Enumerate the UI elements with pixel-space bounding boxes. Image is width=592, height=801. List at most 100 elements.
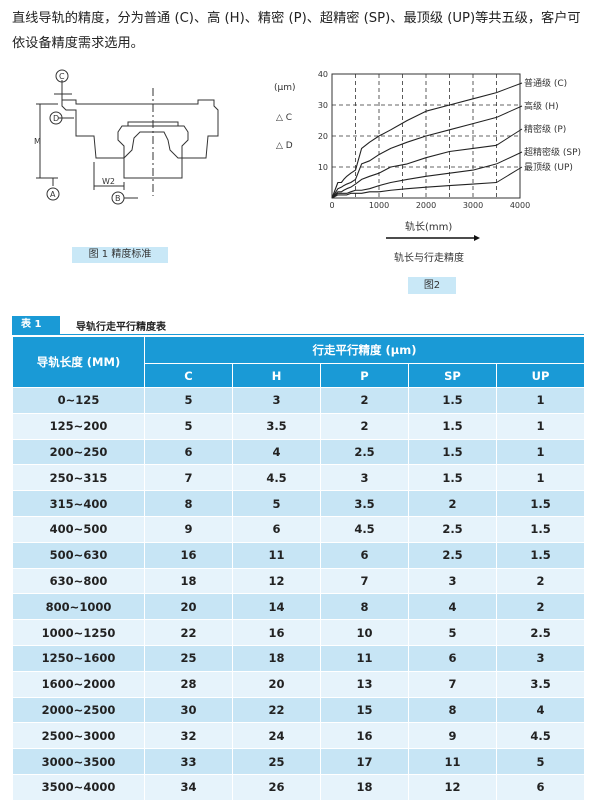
length-cell: 1250~1600 xyxy=(12,644,145,672)
precision-cell: 22 xyxy=(232,696,321,724)
series-line xyxy=(331,92,497,199)
precision-cell: 5 xyxy=(144,387,233,414)
precision-cell: 3.5 xyxy=(495,670,586,698)
precision-cell: 10 xyxy=(320,619,409,646)
precision-cell: 7 xyxy=(408,670,497,698)
precision-cell: 1 xyxy=(495,438,586,466)
header-grade-sp: SP xyxy=(408,363,497,388)
header-grade-up: UP xyxy=(495,363,586,388)
precision-cell: 6 xyxy=(320,541,409,569)
precision-cell: 14 xyxy=(232,593,321,621)
length-cell: 0~125 xyxy=(12,387,145,414)
label-d: D xyxy=(53,114,59,123)
precision-chart: 0 1000 2000 3000 4000 10 20 30 40 普通级 (C) 高级 (H) 精… xyxy=(274,70,581,241)
precision-cell: 2 xyxy=(495,593,586,621)
length-cell: 630~800 xyxy=(12,567,145,595)
precision-cell: 1.5 xyxy=(408,464,497,492)
x-tick-label: 1000 xyxy=(369,201,389,210)
precision-cell: 18 xyxy=(320,773,409,801)
intro-paragraph: 直线导轨的精度，分为普通 (C)、高 (H)、精密 (P)、超精密 (SP)、最… xyxy=(12,11,581,51)
precision-cell: 8 xyxy=(144,490,233,517)
y-tick-label: 30 xyxy=(318,101,328,110)
precision-cell: 5 xyxy=(495,748,586,775)
length-cell: 2500~3000 xyxy=(12,722,145,750)
precision-cell: 1.5 xyxy=(495,541,586,569)
precision-cell: 11 xyxy=(232,541,321,569)
table-row: 125~200 5 3.5 2 1.5 1 xyxy=(12,412,586,440)
table-badge: 表 1 xyxy=(12,316,60,334)
precision-cell: 6 xyxy=(232,515,321,543)
precision-cell: 11 xyxy=(408,748,497,775)
x-tick-label: 0 xyxy=(329,201,334,210)
precision-cell: 5 xyxy=(144,412,233,440)
legend-label: 普通级 (C) xyxy=(524,77,567,89)
precision-cell: 33 xyxy=(144,748,233,775)
table-row: 630~800 18 12 7 3 2 xyxy=(12,567,586,595)
length-cell: 400~500 xyxy=(12,515,145,543)
precision-cell: 8 xyxy=(320,593,409,621)
precision-cell: 16 xyxy=(144,541,233,569)
header-grade-c: C xyxy=(144,363,233,388)
header-grade-p: P xyxy=(320,363,409,388)
precision-cell: 2.5 xyxy=(495,619,586,646)
x-tick-label: 2000 xyxy=(416,201,436,210)
series-line xyxy=(331,163,497,199)
series-leader xyxy=(496,151,523,165)
label-w2: W2 xyxy=(102,177,115,186)
series-line xyxy=(331,144,497,199)
table-row: 1000~1250 22 16 10 5 2.5 xyxy=(12,619,586,646)
header-grade-h: H xyxy=(232,363,321,388)
legend-label: 高级 (H) xyxy=(524,100,559,112)
precision-cell: 1.5 xyxy=(495,515,586,543)
table-name: 导轨行走平行精度表 xyxy=(76,321,166,333)
precision-cell: 18 xyxy=(144,567,233,595)
precision-cell: 2 xyxy=(495,567,586,595)
precision-cell: 18 xyxy=(232,644,321,672)
precision-cell: 3.5 xyxy=(232,412,321,440)
precision-cell: 1 xyxy=(495,412,586,440)
series-leader xyxy=(496,105,523,118)
table-row: 250~315 7 4.5 3 1.5 1 xyxy=(12,464,586,492)
series-line xyxy=(331,181,497,199)
label-c: C xyxy=(59,72,65,81)
table-row: 1600~2000 28 20 13 7 3.5 xyxy=(12,670,586,698)
precision-cell: 6 xyxy=(495,773,586,801)
precision-cell: 4.5 xyxy=(232,464,321,492)
precision-cell: 34 xyxy=(144,773,233,801)
legend-label: 精密级 (P) xyxy=(524,123,566,135)
precision-cell: 30 xyxy=(144,696,233,724)
precision-cell: 3 xyxy=(408,567,497,595)
table-row: 2000~2500 30 22 15 8 4 xyxy=(12,696,586,724)
precision-cell: 1.5 xyxy=(408,412,497,440)
chart-title: 轨长与行走精度 xyxy=(394,253,464,264)
length-cell: 315~400 xyxy=(12,490,145,517)
figure1-caption: 图 1 精度标准 xyxy=(72,247,168,263)
table-row: 2500~3000 32 24 16 9 4.5 xyxy=(12,722,586,750)
table-row: 3000~3500 33 25 17 11 5 xyxy=(12,748,586,775)
y-tick-label: 40 xyxy=(318,70,328,79)
precision-cell: 2.5 xyxy=(320,438,409,466)
precision-cell: 6 xyxy=(144,438,233,466)
x-axis-label: 轨长(mm) xyxy=(405,222,453,233)
precision-cell: 25 xyxy=(232,748,321,775)
precision-cell: 4.5 xyxy=(320,515,409,543)
precision-cell: 3 xyxy=(232,387,321,414)
precision-cell: 20 xyxy=(144,593,233,621)
precision-cell: 1.5 xyxy=(495,490,586,517)
precision-cell: 25 xyxy=(144,644,233,672)
delta-c-label: △ C xyxy=(276,113,292,123)
length-cell: 1000~1250 xyxy=(12,619,145,646)
length-cell: 3000~3500 xyxy=(12,748,145,775)
series-leader xyxy=(496,82,523,94)
precision-cell: 12 xyxy=(408,773,497,801)
x-tick-label: 3000 xyxy=(463,201,483,210)
length-cell: 1600~2000 xyxy=(12,670,145,698)
precision-cell: 4 xyxy=(232,438,321,466)
precision-cell: 4 xyxy=(408,593,497,621)
legend-label: 最顶级 (UP) xyxy=(524,161,573,173)
precision-cell: 1.5 xyxy=(408,438,497,466)
precision-cell: 28 xyxy=(144,670,233,698)
table-row: 315~400 8 5 3.5 2 1.5 xyxy=(12,490,586,517)
precision-cell: 13 xyxy=(320,670,409,698)
precision-cell: 17 xyxy=(320,748,409,775)
